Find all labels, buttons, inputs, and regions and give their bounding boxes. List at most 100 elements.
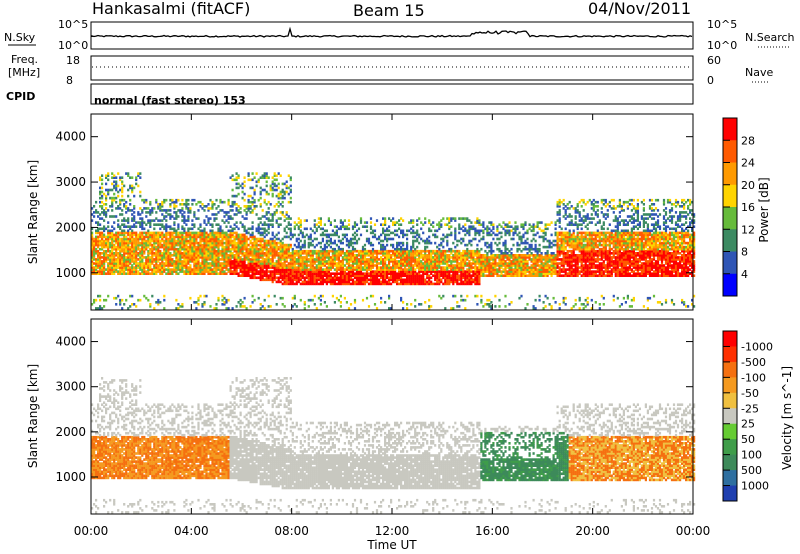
power-echo-cell-1287: [183, 231, 186, 235]
power-echo-cell-3354: [341, 264, 344, 267]
power-echo-cell-3224: [329, 262, 332, 265]
power-echo-cell-2778: [289, 223, 292, 226]
power-echo-cell-2713: [285, 249, 288, 253]
power-echo-cell-1977: [235, 203, 238, 206]
power-echo-cell-669: [135, 182, 138, 186]
power-echo-cell-2493: [271, 260, 274, 263]
power-echo-cell-298: [111, 209, 114, 212]
power-echo-cell-3556: [359, 249, 363, 253]
power-echo-cell-3234: [329, 223, 332, 226]
power-echo-cell-2881: [299, 276, 302, 280]
power-echo-cell-3231: [329, 239, 332, 243]
power-echo-cell-3491: [353, 254, 357, 257]
power-echo-cell-1874: [229, 262, 232, 265]
power-echo-cell-590: [131, 258, 134, 261]
power-echo-cell-1582: [207, 272, 210, 275]
power-echo-cell-1572: [205, 243, 208, 247]
power-echo-cell-407: [119, 258, 122, 261]
power-echo-cell-4640: [462, 249, 465, 253]
power-echo-cell-2103: [245, 272, 248, 275]
power-echo-cell-1757: [219, 229, 222, 233]
power-echo-cell-2783: [289, 188, 292, 192]
power-echo-cell-2666: [281, 188, 284, 192]
power-echo-cell-1885: [229, 237, 232, 241]
power-echo-cell-1642: [211, 252, 214, 255]
power-echo-cell-2584: [277, 266, 280, 269]
power-echo-cell-1353: [189, 272, 192, 275]
power-echo-cell-490: [123, 217, 126, 220]
power-echo-cell-1501: [199, 205, 202, 208]
power-echo-cell-175: [103, 252, 106, 255]
power-echo-cell-2100: [243, 176, 246, 179]
power-echo-cell-3147: [321, 233, 324, 237]
date-label: 04/Nov/2011: [588, 0, 691, 18]
power-echo-cell-853: [149, 203, 152, 206]
power-echo-cell-1474: [197, 227, 200, 231]
power-echo-cell-3397: [345, 260, 348, 263]
power-echo-cell-2568: [275, 221, 278, 224]
power-echo-cell-4654: [464, 270, 467, 273]
power-echo-cell-314: [113, 262, 116, 265]
power-echo-cell-2225: [253, 260, 256, 263]
power-echo-cell-2212: [251, 196, 254, 200]
power-echo-cell-3309: [337, 260, 340, 263]
power-echo-cell-805: [147, 264, 150, 267]
power-echo-cell-3066: [315, 264, 318, 267]
power-echo-cell-3319: [337, 227, 340, 231]
power-echo-cell-1444: [195, 241, 198, 245]
power-echo-cell-2825: [293, 254, 296, 257]
power-echo-cell-1538: [203, 258, 206, 261]
power-echo-cell-2343: [261, 258, 264, 261]
power-echo-cell-144: [101, 241, 104, 245]
power-echo-cell-3734: [378, 249, 381, 253]
power-echo-cell-1924: [231, 174, 234, 177]
power-echo-cell-2261: [255, 243, 258, 247]
power-echo-cell-3233: [329, 233, 332, 237]
power-echo-cell-1570: [205, 247, 208, 251]
power-echo-cell-1292: [183, 217, 186, 220]
power-echo-cell-2253: [255, 260, 258, 263]
power-echo-cell-244: [107, 192, 110, 196]
power-echo-cell-2735: [287, 266, 290, 269]
power-echo-cell-1811: [223, 221, 226, 224]
power-echo-cell-2724: [285, 186, 288, 190]
power-echo-cell-3046: [313, 260, 316, 263]
power-echo-cell-1735: [217, 231, 220, 235]
power-echo-cell-397: [119, 303, 122, 306]
power-echo-cell-2910: [301, 268, 304, 271]
power-echo-cell-284: [111, 252, 114, 255]
power-echo-cell-2688: [283, 243, 286, 247]
power-echo-cell-1910: [231, 239, 234, 243]
power-echo-cell-2272: [257, 296, 260, 300]
power-echo-cell-929: [157, 298, 160, 302]
power-echo-cell-440: [121, 256, 124, 259]
power-echo-cell-2469: [269, 252, 272, 255]
power-echo-cell-1794: [223, 270, 226, 273]
power-echo-cell-1009: [163, 270, 166, 273]
power-echo-cell-449: [121, 233, 124, 237]
power-echo-cell-2080: [243, 254, 246, 257]
power-echo-cell-2070: [243, 274, 246, 277]
power-echo-cell-3255: [333, 301, 336, 304]
power-echo-cell-2539: [273, 235, 276, 239]
power-echo-cell-4751: [474, 294, 477, 298]
power-echo-cell-2292: [257, 225, 260, 228]
power-echo-cell-2700: [285, 278, 288, 282]
power-echo-cell-827: [149, 303, 152, 306]
power-echo-cell-3045: [313, 262, 316, 265]
power-echo-cell-3429: [347, 241, 351, 245]
power-echo-cell-2534: [273, 247, 276, 251]
power-echo-cell-196: [105, 258, 108, 261]
power-echo-cell-3991: [402, 278, 405, 282]
power-echo-cell-3119: [319, 245, 322, 249]
power-echo-cell-945: [157, 237, 160, 241]
power-echo-cell-2562: [275, 247, 278, 251]
power-echo-cell-2867: [297, 252, 300, 255]
power-echo-cell-904: [155, 268, 158, 271]
power-echo-cell-859: [151, 262, 154, 265]
power-echo-cell-742: [141, 235, 144, 239]
power-echo-cell-750: [141, 217, 144, 220]
power-echo-cell-84: [97, 245, 100, 249]
power-echo-cell-4602: [460, 298, 463, 302]
power-echo-cell-3153: [323, 274, 326, 277]
